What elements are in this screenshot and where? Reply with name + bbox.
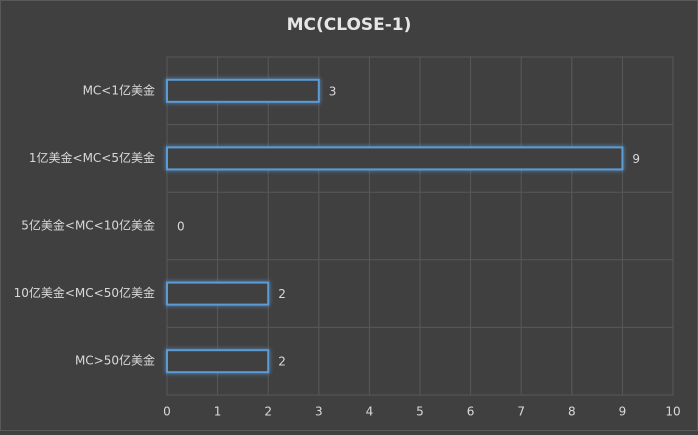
- data-label: 2: [278, 287, 286, 301]
- y-tick-label: 10亿美金<MC<50亿美金: [14, 285, 155, 300]
- x-tick-label: 10: [665, 405, 680, 419]
- data-label: 3: [329, 84, 337, 98]
- x-tick-label: 5: [416, 405, 424, 419]
- y-tick-label: MC<1亿美金: [83, 82, 155, 97]
- bar: [166, 78, 320, 103]
- data-label: 0: [177, 220, 185, 234]
- x-tick-label: 3: [315, 405, 323, 419]
- chart-title: MC(CLOSE-1): [287, 15, 412, 35]
- y-tick-label: 5亿美金<MC<10亿美金: [21, 218, 155, 233]
- bar: [166, 146, 624, 171]
- bar: [166, 281, 270, 306]
- x-tick-label: 2: [264, 405, 272, 419]
- x-tick-label: 6: [467, 405, 475, 419]
- x-tick-label: 1: [214, 405, 222, 419]
- x-tick-label: 9: [619, 405, 627, 419]
- x-tick-label: 0: [163, 405, 171, 419]
- y-tick-label: MC>50亿美金: [75, 353, 155, 368]
- x-tick-label: 7: [517, 405, 525, 419]
- bar: [166, 349, 270, 374]
- data-label: 9: [632, 152, 640, 166]
- x-tick-label: 8: [568, 405, 576, 419]
- x-tick-label: 4: [366, 405, 374, 419]
- data-label: 2: [278, 355, 286, 369]
- y-tick-label: 1亿美金<MC<5亿美金: [29, 150, 155, 165]
